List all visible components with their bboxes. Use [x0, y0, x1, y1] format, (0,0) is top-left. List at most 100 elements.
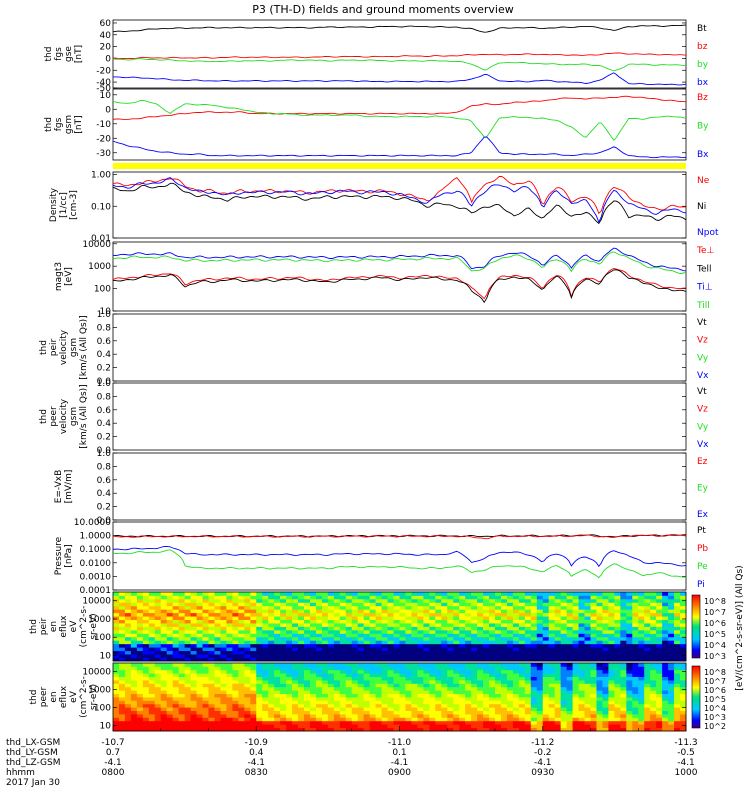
spectrogram-cell	[309, 647, 317, 652]
spectrogram-cell	[166, 623, 174, 627]
spectrogram-cell	[154, 616, 162, 620]
spectrogram-cell	[113, 640, 120, 645]
spectrogram-cell	[369, 663, 377, 667]
spectrogram-cell	[208, 673, 215, 677]
spectrogram-cell	[238, 629, 245, 634]
spectrogram-cell	[298, 612, 305, 617]
spectrogram-cell	[363, 633, 371, 638]
spectrogram-cell	[518, 647, 526, 652]
spectrogram-cell	[142, 636, 150, 641]
spectrogram-cell	[483, 626, 490, 631]
spectrogram-cell	[292, 680, 299, 684]
spectrogram-cell	[602, 647, 609, 652]
spectrogram-cell	[220, 626, 227, 631]
spectrogram-cell	[471, 598, 478, 603]
spectrogram-cell	[423, 633, 430, 638]
spectrogram-cell	[333, 612, 341, 617]
spectrogram-cell	[423, 616, 430, 620]
spectrogram-cell	[524, 676, 532, 681]
spectrogram-cell	[572, 676, 579, 681]
spectrogram-cell	[674, 673, 681, 677]
spectrogram-cell	[399, 633, 406, 638]
spectrogram-cell	[542, 680, 550, 684]
spectrogram-cell	[327, 612, 335, 617]
spectrogram-cell	[214, 683, 221, 688]
spectrogram-cell	[578, 654, 585, 658]
spectrogram-cell	[184, 673, 191, 677]
spectrogram-cell	[417, 697, 424, 701]
spectrogram-cell	[381, 720, 388, 725]
spectrogram-cell	[351, 650, 359, 655]
spectrogram-cell	[238, 654, 245, 658]
spectrogram-cell	[471, 616, 478, 620]
spectrogram-cell	[656, 727, 663, 732]
spectrogram-cell	[560, 633, 568, 638]
spectrogram-cell	[435, 633, 442, 638]
spectrogram-cell	[136, 686, 144, 691]
spectrogram-cell	[363, 710, 371, 715]
y-tick-label: 10000	[82, 668, 111, 678]
spectrogram-cell	[506, 609, 514, 614]
spectrogram-cell	[256, 657, 263, 662]
spectrogram-cell	[489, 647, 496, 652]
spectrogram-cell	[405, 717, 412, 722]
spectrogram-cell	[572, 720, 579, 725]
spectrogram-cell	[656, 595, 663, 600]
spectrogram-cell	[113, 643, 120, 648]
spectrogram-cell	[148, 673, 156, 677]
spectrogram-cell	[118, 595, 126, 600]
spectrogram-cell	[202, 640, 209, 645]
spectrogram-cell	[656, 612, 663, 617]
spectrogram-cell	[220, 666, 227, 671]
spectrogram-cell	[154, 619, 162, 624]
spectrogram-cell	[399, 690, 406, 694]
spectrogram-cell	[118, 714, 126, 718]
spectrogram-cell	[429, 663, 436, 667]
spectrogram-cell	[512, 633, 520, 638]
spectrogram-cell	[626, 697, 633, 701]
spectrogram-cell	[130, 612, 138, 617]
spectrogram-cell	[662, 707, 669, 711]
spectrogram-cell	[304, 633, 311, 638]
spectrogram-cell	[202, 654, 209, 658]
spectrogram-cell	[238, 663, 245, 667]
spectrogram-cell	[196, 647, 203, 652]
spectrogram-cell	[214, 650, 221, 655]
spectrogram-cell	[602, 595, 609, 600]
spectrogram-cell	[256, 714, 263, 718]
spectrogram-cell	[453, 654, 460, 658]
spectrogram-cell	[417, 703, 424, 708]
spectrogram-cell	[596, 650, 603, 655]
spectrogram-cell	[184, 629, 191, 634]
spectrogram-cell	[453, 663, 460, 667]
spectrogram-cell	[363, 700, 371, 705]
spectrogram-cell	[512, 657, 520, 662]
spectrogram-cell	[530, 707, 538, 711]
spectrogram-cell	[638, 633, 645, 638]
spectrogram-cell	[190, 663, 197, 667]
spectrogram-cell	[124, 626, 132, 631]
spectrogram-cell	[238, 683, 245, 688]
spectrogram-cell	[214, 605, 221, 610]
spectrogram-cell	[471, 720, 478, 725]
spectrogram-cell	[447, 647, 454, 652]
spectrogram-cell	[124, 727, 132, 732]
spectrogram-cell	[172, 724, 180, 728]
spectrogram-cell	[650, 598, 657, 603]
spectrogram-cell	[560, 714, 568, 718]
spectrogram-cell	[166, 700, 174, 705]
spectrogram-cell	[369, 602, 377, 607]
spectrogram-cell	[214, 629, 221, 634]
spectrogram-cell	[375, 663, 382, 667]
spectrogram-cell	[315, 650, 323, 655]
spectrogram-cell	[477, 676, 484, 681]
y-axis-label: [eV]	[64, 267, 74, 286]
spectrogram-cell	[512, 676, 520, 681]
spectrogram-cell	[429, 616, 436, 620]
spectrogram-cell	[578, 592, 585, 596]
spectrogram-cell	[333, 609, 341, 614]
spectrogram-cell	[459, 717, 466, 722]
spectrogram-cell	[554, 636, 562, 641]
spectrogram-cell	[572, 724, 579, 728]
spectrogram-cell	[154, 666, 162, 671]
